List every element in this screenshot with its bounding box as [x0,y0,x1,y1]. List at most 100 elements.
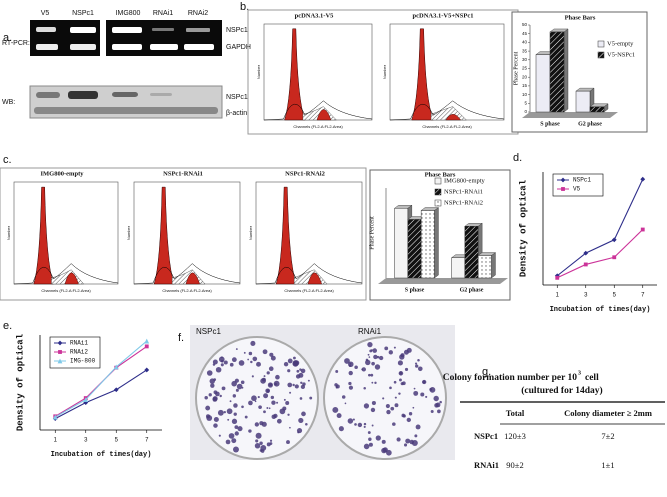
colony [231,438,237,444]
g2-peak [185,272,200,285]
colony [396,437,401,442]
colony [206,370,213,376]
colony [411,440,418,447]
colony [287,382,293,388]
colony [363,403,370,409]
line [556,178,644,277]
colony [251,375,254,378]
colony [228,433,235,439]
fit-curve [263,100,373,121]
histogram-title: NSPc1-RNAi1 [163,170,203,177]
x-tick-label: 3 [84,438,88,444]
panel-label: d. [513,152,522,164]
dish [195,336,319,460]
fit-curve [389,100,505,121]
x-tick-label: 5 [613,293,617,299]
colony [287,369,291,373]
colony [220,363,224,367]
colony [210,383,215,388]
colony [276,418,282,424]
colony [293,356,296,360]
colony [381,439,386,444]
colony [393,380,397,384]
colony [408,412,413,416]
method-label: WB: [2,99,15,106]
colony [213,423,218,428]
g1-peak [275,186,297,285]
histogram-x-label: Channels (FL2-A:FL2-Area) [162,288,212,293]
colony [370,373,374,377]
colony [254,400,257,403]
colony [371,400,376,406]
colony [354,423,357,426]
panel-label: g. [482,366,491,378]
colony [259,441,263,446]
colony [393,346,396,349]
y-tick-label: 0 [524,109,527,114]
colony [241,386,244,389]
colony [388,350,393,355]
colony [285,400,290,405]
colony [294,384,299,389]
marker [583,250,589,256]
bar [477,255,492,279]
x-tick-label: 7 [145,438,149,444]
legend-label: NSPc1-RNAi2 [444,199,483,206]
colony [375,435,381,441]
y-tick-label: 30 [522,57,528,62]
colony [402,414,406,418]
colony [307,379,310,382]
colony [218,434,221,437]
colony [275,374,280,380]
colony [276,401,279,404]
colony [398,392,401,395]
histogram-panel: NSPc1-RNAi1 Channels (FL2-A:FL2-Area) Numb… [126,170,241,293]
colony [255,439,259,443]
colony [305,422,308,426]
colony [332,406,339,413]
colony [270,355,276,361]
colony [389,386,392,390]
colony [405,438,411,444]
colony [374,364,381,370]
g2-peak [445,114,462,121]
colony [368,442,373,447]
y-tick-label: 20 [522,74,528,79]
bar [549,31,565,113]
g1-peak [33,186,54,285]
bar [535,54,551,113]
fit-curve [13,263,119,285]
lane-label: V5 [41,10,50,17]
colony [279,408,286,415]
colony [413,390,419,396]
colony [352,418,355,421]
marker [612,255,617,260]
marker [583,262,588,267]
colony [229,362,234,367]
colony [335,370,339,373]
bar [451,257,466,279]
dish-label: NSPc1 [196,327,221,336]
colony [371,361,375,366]
chart-title: Phase Bars [565,14,596,21]
panel-label: c. [3,154,12,166]
table-header: Total [506,408,525,418]
legend-label: IMG-800 [70,358,96,365]
colony [244,415,248,419]
x-tick-label: 5 [115,438,119,444]
band-label: NSPc1 [226,94,248,101]
colony [262,349,268,355]
legend-label: IMG800-empty [444,177,486,184]
colony [341,395,346,399]
colony [348,364,352,367]
legend-label: RNAi2 [70,349,88,356]
colony [296,369,300,373]
legend-label: V5-NSPc1 [607,51,635,58]
histogram-y-label: Number [126,225,131,240]
g2-peak [316,109,332,121]
table-cell: NSPc1 [474,431,498,441]
colony [254,443,261,449]
marker [640,227,645,232]
histogram-title: pcDNA3.1-V5 [295,12,335,19]
histogram-y-label: Number [248,225,253,240]
